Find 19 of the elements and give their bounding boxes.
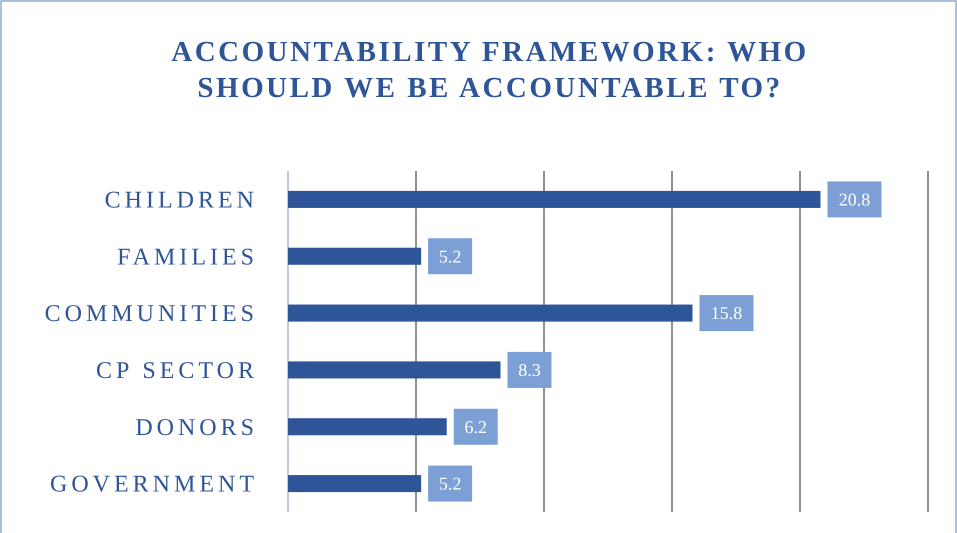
y-tick-label: CP SECTOR: [96, 358, 258, 384]
y-tick-label: GOVERNMENT: [50, 472, 258, 498]
data-label: 20.8: [838, 189, 870, 210]
y-tick-label: DONORS: [135, 414, 258, 441]
bar: [288, 475, 422, 492]
bar: [288, 248, 422, 265]
data-label: 8.3: [518, 360, 541, 380]
y-tick-label: COMMUNITIES: [44, 301, 258, 328]
data-label: 5.2: [438, 474, 462, 494]
bar: [288, 418, 447, 436]
chart-title: ACCOUNTABILITY FRAMEWORK: WHO SHOULD WE BE ACCOUNTABLE TO?: [171, 36, 809, 104]
y-tick-label: CHILDREN: [104, 187, 258, 214]
y-tick-label: FAMILIES: [117, 244, 258, 270]
bar: [288, 304, 692, 322]
bar: [288, 190, 820, 208]
data-label: 5.2: [438, 246, 462, 266]
bar: [288, 361, 500, 378]
data-label: 6.2: [464, 416, 487, 437]
data-label: 15.8: [710, 303, 742, 324]
